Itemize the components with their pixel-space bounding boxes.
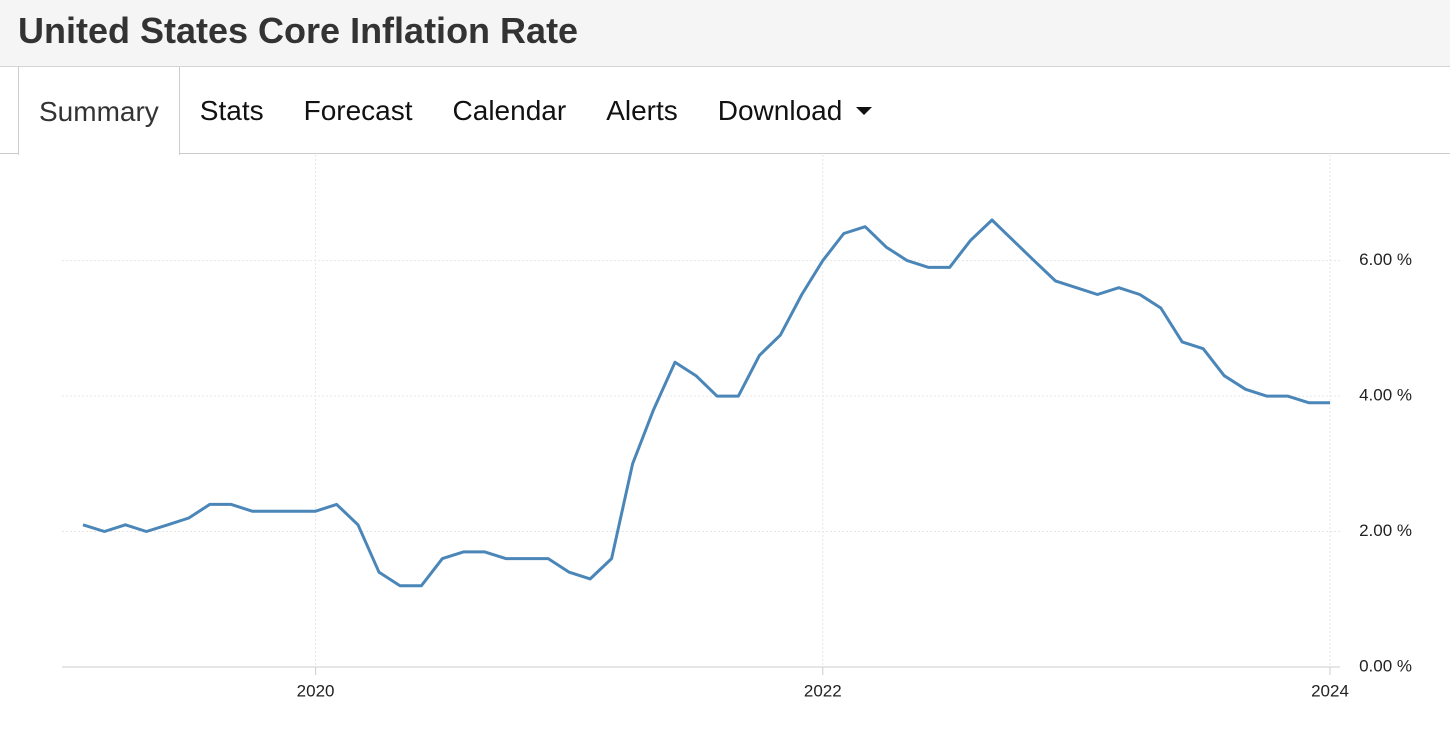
y-tick-label: 4.00 %: [1359, 386, 1412, 405]
tab[interactable]: Stats: [180, 67, 284, 154]
tab[interactable]: Calendar: [433, 67, 587, 154]
page-title: United States Core Inflation Rate: [18, 10, 579, 51]
tab-label: Summary: [39, 95, 159, 127]
y-tick-label: 2.00 %: [1359, 521, 1412, 540]
y-tick-label: 0.00 %: [1359, 656, 1412, 675]
tab-label: Calendar: [452, 95, 567, 126]
tab-label: Stats: [199, 95, 264, 126]
tab[interactable]: Forecast: [284, 67, 433, 154]
tab-label: Download: [717, 95, 843, 126]
tab-bar: Summary Stats Forecast Calendar Alerts Downlo…: [0, 67, 1450, 155]
x-tick-label: 2020: [297, 681, 335, 700]
tab[interactable]: Download: [698, 67, 899, 154]
tab[interactable]: Alerts: [586, 67, 698, 154]
tab[interactable]: Summary: [18, 67, 180, 155]
data-line: [82, 218, 1330, 588]
tab-label: Forecast: [303, 95, 413, 126]
x-tick-label: 2022: [804, 681, 842, 700]
x-tick-label: 2024: [1311, 681, 1349, 700]
header: United States Core Inflation Rate: [0, 0, 1450, 67]
y-tick-label: 6.00 %: [1359, 250, 1412, 269]
tab-label: Alerts: [606, 95, 678, 126]
dropdown-caret: [856, 106, 873, 115]
